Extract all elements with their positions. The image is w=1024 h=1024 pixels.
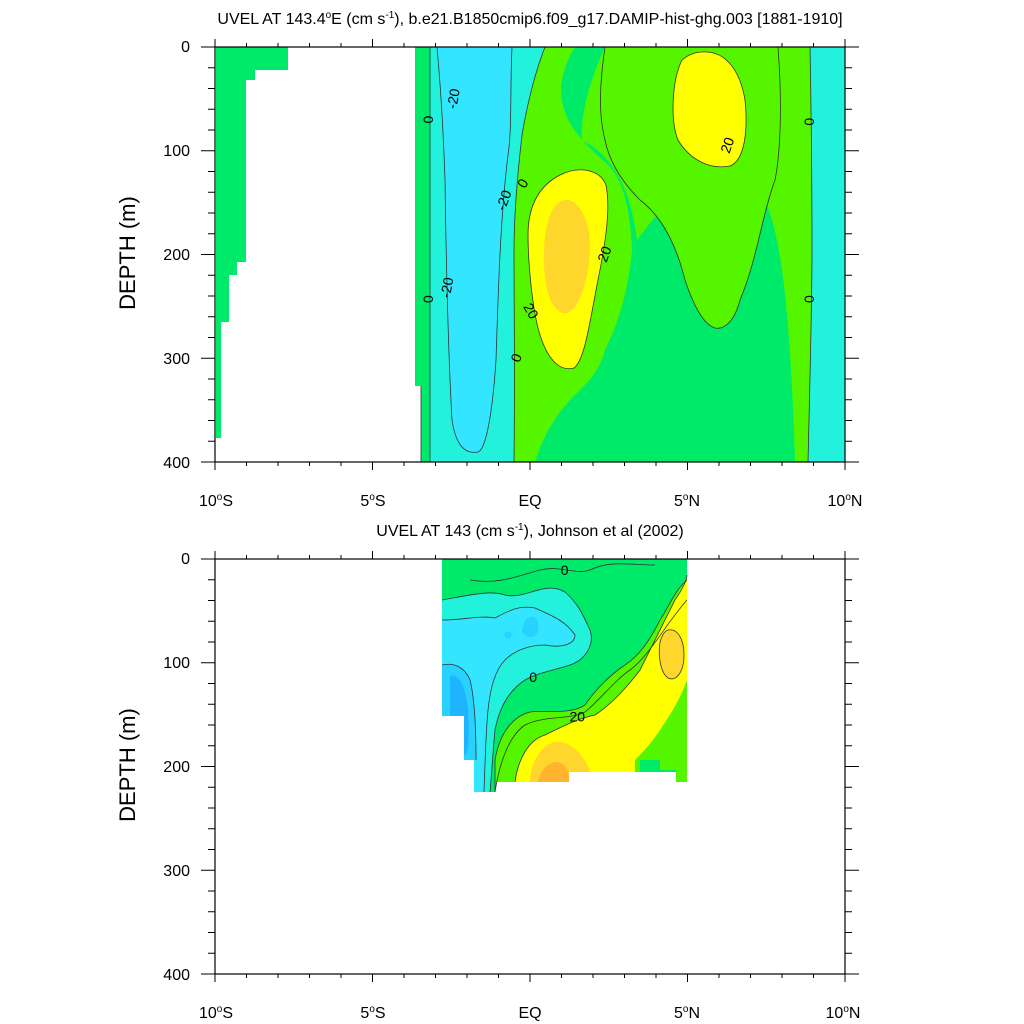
top-y-tick-labels: 0 100 200 300 400 (163, 39, 190, 472)
bottom-x-tick-label-eq: EQ (518, 1005, 541, 1022)
bottom-contour-zero (494, 579, 688, 792)
top-y-tick-label-200: 200 (163, 247, 190, 264)
bottom-contour-neg20 (441, 606, 576, 793)
bottom-plot-area: 0 0 20 (441, 559, 688, 793)
bottom-contour-label: 20 (569, 708, 585, 724)
top-panel-title: UVEL AT 143.4oE (cm s-1), b.e21.B1850cmi… (217, 10, 842, 28)
bottom-x-tick-label-5n: 5oN (674, 1004, 700, 1022)
top-x-tick-label-10n: 10oN (828, 492, 863, 510)
top-contour-zero-east (807, 46, 813, 463)
top-x-tick-labels: 10oS 5oS EQ 5oN 10oN (199, 492, 862, 510)
top-y-axis-label: DEPTH (m) (115, 196, 140, 310)
bottom-region-neg30-pocket (522, 616, 539, 638)
bottom-y-tick-label-0: 0 (181, 551, 190, 568)
bottom-region-40-eq (538, 762, 570, 782)
bottom-contour-neg10 (441, 587, 592, 793)
top-x-tick-label-5n: 5oN (674, 492, 700, 510)
top-x-tick-label-eq: EQ (518, 493, 541, 510)
bottom-y-axis-label: DEPTH (m) (115, 708, 140, 822)
bottom-contour-lines (441, 563, 688, 793)
bottom-region-neg30-speck (504, 631, 512, 639)
bottom-region-30-north (659, 629, 684, 679)
top-contour-label: -20 (443, 87, 462, 110)
bottom-x-tick-labels: 10oS 5oS EQ 5oN 10oN (199, 1004, 860, 1022)
bottom-y-tick-label-400: 400 (163, 967, 190, 984)
top-y-tick-label-0: 0 (181, 39, 190, 56)
bottom-ticks (201, 551, 859, 982)
bottom-region-20-to-30 (515, 575, 687, 782)
top-region-30-plus (543, 199, 590, 314)
top-ticks (201, 39, 859, 470)
top-panel: UVEL AT 143.4oE (cm s-1), b.e21.B1850cmi… (115, 10, 862, 510)
top-contour-label: 20 (520, 300, 542, 322)
top-contour-neg20-west (436, 46, 513, 453)
top-region-neg20 (437, 47, 512, 453)
top-contour-lines (420, 46, 813, 463)
top-contour-label: 0 (420, 295, 436, 303)
top-region-0-to-neg10-south (415, 47, 430, 462)
top-land-mask (215, 47, 421, 462)
bottom-y-tick-labels: 0 100 200 300 400 (163, 551, 190, 984)
top-contour-zero-eq (513, 46, 546, 463)
bottom-contour-labels: 0 0 20 (529, 562, 585, 724)
bottom-x-tick-label-5s: 5oS (360, 1004, 385, 1022)
bottom-x-tick-label-10s: 10oS (199, 1004, 233, 1022)
top-contour-10-mid (600, 46, 781, 329)
bottom-contour-label: 0 (561, 562, 569, 578)
bottom-y-tick-label-300: 300 (163, 863, 190, 880)
bottom-y-tick-label-100: 100 (163, 655, 190, 672)
bottom-panel: UVEL AT 143 (cm s-1), Johnson et al (200… (115, 522, 860, 1022)
top-coastal-strip (216, 47, 288, 438)
top-region-neg10-east (808, 47, 845, 462)
top-contour-label: 20 (594, 244, 614, 264)
bottom-region-neg40 (450, 675, 469, 755)
top-contour-20-north (672, 51, 747, 168)
top-y-tick-label-400: 400 (163, 455, 190, 472)
bottom-contour-neg30 (441, 663, 477, 761)
top-contour-label: 20 (717, 135, 737, 155)
top-contour-label: 0 (420, 116, 436, 124)
bottom-panel-title: UVEL AT 143 (cm s-1), Johnson et al (200… (376, 522, 683, 540)
top-contour-label: 0 (801, 118, 817, 126)
bottom-contour-30-north (658, 629, 685, 680)
bottom-contour-label: 0 (529, 669, 537, 685)
top-x-tick-label-5s: 5oS (360, 492, 385, 510)
top-region-0-to-10-east (535, 47, 795, 462)
top-contour-label: 0 (801, 295, 817, 303)
top-y-tick-label-100: 100 (163, 143, 190, 160)
top-contour-20-eq (527, 169, 609, 370)
bottom-contour-surface (469, 563, 656, 582)
top-x-tick-label-10s: 10oS (199, 492, 233, 510)
bottom-y-tick-label-200: 200 (163, 759, 190, 776)
top-y-tick-label-300: 300 (163, 351, 190, 368)
top-contour-label: -20 (437, 276, 456, 299)
bottom-contour-20 (514, 574, 688, 783)
top-region-20-to-30-north (673, 51, 747, 167)
top-contour-label: -20 (493, 188, 515, 213)
bottom-x-tick-label-10n: 10oN (826, 1004, 861, 1022)
